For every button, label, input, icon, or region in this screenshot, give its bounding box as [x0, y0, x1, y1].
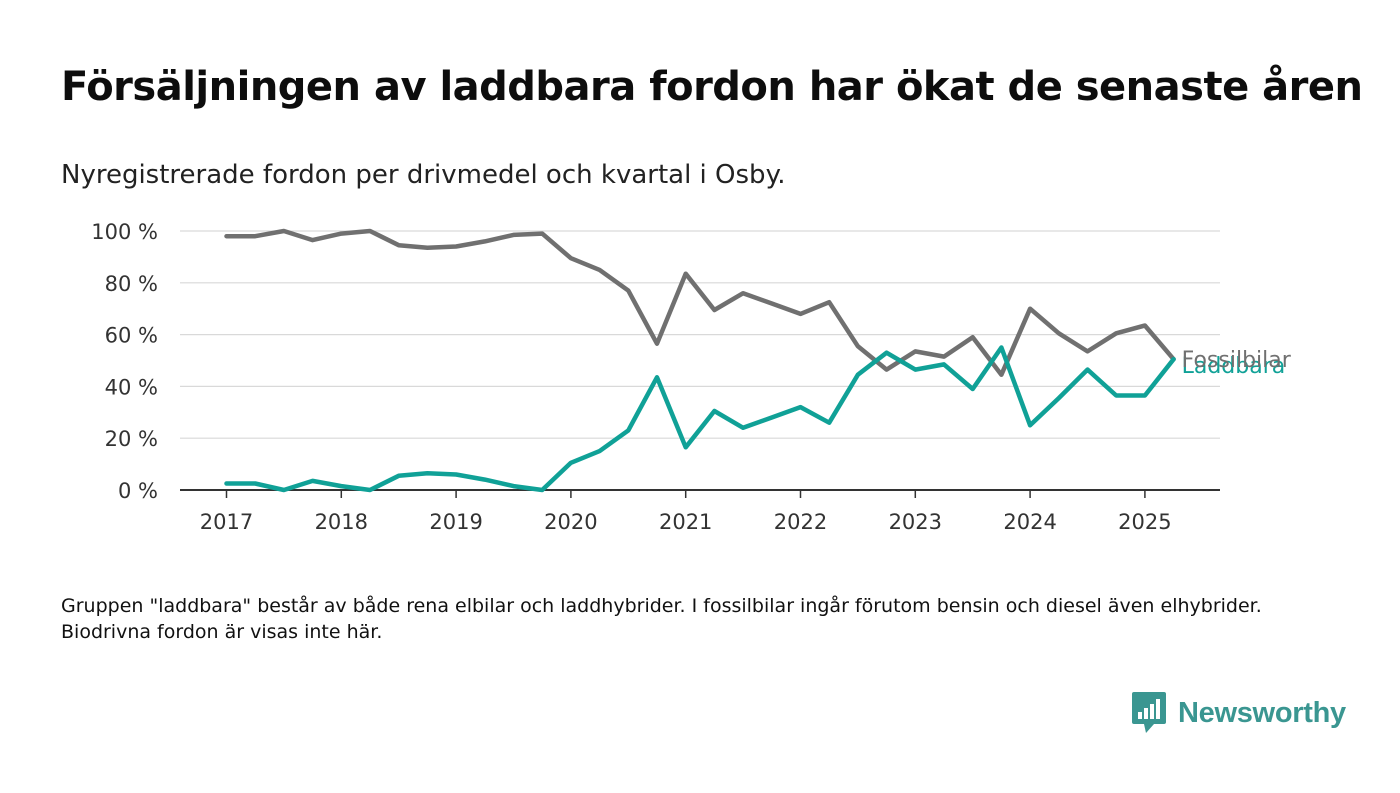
y-tick-label: 40 % — [105, 375, 158, 399]
y-tick-label: 0 % — [118, 479, 158, 503]
line-chart: 0 % 20 % 40 % 60 % 80 % 100 % 2017 2018 2019 2020… — [91, 220, 1292, 534]
series-end-label-laddbara: Laddbara — [1182, 354, 1286, 379]
x-tick-label: 2025 — [1118, 510, 1171, 534]
x-tick-label: 2022 — [774, 510, 827, 534]
newsworthy-logo: Newsworthy — [1132, 691, 1346, 735]
chart-series — [224, 228, 1176, 493]
x-tick-label: 2018 — [315, 510, 368, 534]
newsworthy-logo-text: Newsworthy — [1178, 696, 1346, 729]
chart-footnote: Gruppen "laddbara" består av både rena e… — [61, 595, 1262, 643]
chart-axes: 0 % 20 % 40 % 60 % 80 % 100 % 2017 2018 2019 2020… — [91, 220, 1220, 534]
x-tick-label: 2021 — [659, 510, 712, 534]
x-tick-label: 2019 — [429, 510, 482, 534]
newsworthy-logo-icon — [1132, 692, 1166, 733]
x-tick-label: 2024 — [1003, 510, 1056, 534]
series-line-fossilbilar — [224, 228, 1176, 377]
chart-title: Försäljningen av laddbara fordon har öka… — [61, 64, 1363, 110]
series-line-laddbara — [224, 345, 1176, 493]
y-tick-label: 80 % — [105, 272, 158, 296]
x-tick-label: 2020 — [544, 510, 597, 534]
series-end-label-fossilbilar: Fossilbilar — [1182, 348, 1292, 373]
y-tick-label: 20 % — [105, 427, 158, 451]
y-tick-label: 100 % — [91, 220, 158, 244]
y-tick-label: 60 % — [105, 324, 158, 348]
x-tick-label: 2023 — [889, 510, 942, 534]
x-tick-label: 2017 — [200, 510, 253, 534]
chart-subtitle: Nyregistrerade fordon per drivmedel och … — [61, 160, 786, 190]
